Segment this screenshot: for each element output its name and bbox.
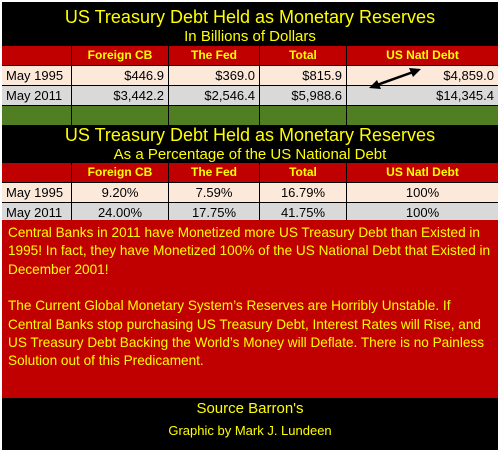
table-cell: 9.20%	[72, 183, 169, 202]
row-label: May 2011	[2, 203, 72, 222]
table-cell: $3,442.2	[72, 86, 169, 105]
table2-header-us-natl-debt: US Natl Debt	[347, 163, 498, 182]
table-cell: 17.75%	[169, 203, 260, 222]
green-cell	[72, 106, 169, 125]
table-cell: $14,345.4	[347, 86, 498, 105]
table-cell: $446.9	[72, 66, 169, 85]
author-credit: Graphic by Mark J. Lundeen	[168, 423, 332, 438]
green-cell	[169, 106, 260, 125]
infographic: US Treasury Debt Held as Monetary Reserv…	[2, 2, 498, 450]
table-cell: 7.59%	[169, 183, 260, 202]
table-row: May 2011 $3,442.2 $2,546.4 $5,988.6 $14,…	[2, 86, 498, 106]
row-label: May 1995	[2, 183, 72, 202]
table2-header-blank	[2, 163, 72, 182]
table1-subtitle: In Billions of Dollars	[184, 28, 316, 45]
table2-header-the-fed: The Fed	[169, 163, 260, 182]
table-cell: 16.79%	[260, 183, 347, 202]
table1-header-total: Total	[260, 46, 347, 65]
table1-title: US Treasury Debt Held as Monetary Reserv…	[64, 7, 436, 27]
table-cell: $4,859.0	[347, 66, 498, 85]
table-cell: 100%	[347, 183, 498, 202]
table-cell: $5,988.6	[260, 86, 347, 105]
table-cell: $369.0	[169, 66, 260, 85]
table1-header-row: Foreign CB The Fed Total US Natl Debt	[2, 46, 498, 66]
table-row: May 1995 $446.9 $369.0 $815.9 $4,859.0	[2, 66, 498, 86]
table-cell: $815.9	[260, 66, 347, 85]
table-cell: 24.00%	[72, 203, 169, 222]
table-cell: $2,546.4	[169, 86, 260, 105]
table1-header-us-natl-debt: US Natl Debt	[347, 46, 498, 65]
table1-header-foreign-cb: Foreign CB	[72, 46, 169, 65]
green-cell	[347, 106, 498, 125]
table-row: May 2011 24.00% 17.75% 41.75% 100%	[2, 203, 498, 223]
table2-title: US Treasury Debt Held as Monetary Reserv…	[64, 125, 436, 145]
table1-header-blank	[2, 46, 72, 65]
table2-header-total: Total	[260, 163, 347, 182]
green-cell	[260, 106, 347, 125]
table-row: May 1995 9.20% 7.59% 16.79% 100%	[2, 183, 498, 203]
commentary-box: Central Banks in 2011 have Monetized mor…	[2, 220, 498, 398]
double-arrow-icon	[369, 68, 421, 89]
row-label: May 1995	[2, 66, 72, 85]
table2-subtitle: As a Percentage of the US National Debt	[113, 146, 387, 163]
table-cell: 100%	[347, 203, 498, 222]
table2-header-row: Foreign CB The Fed Total US Natl Debt	[2, 163, 498, 183]
table2-header-foreign-cb: Foreign CB	[72, 163, 169, 182]
green-band	[2, 106, 498, 126]
table2: Foreign CB The Fed Total US Natl Debt Ma…	[2, 163, 498, 223]
source-credit: Source Barron's	[196, 400, 304, 417]
table1-header-the-fed: The Fed	[169, 46, 260, 65]
table-cell: 41.75%	[260, 203, 347, 222]
row-label: May 2011	[2, 86, 72, 105]
commentary-paragraph-2: The Current Global Monetary System’s Res…	[8, 298, 484, 369]
commentary-paragraph-1: Central Banks in 2011 have Monetized mor…	[8, 225, 491, 277]
green-cell	[2, 106, 72, 125]
table1: Foreign CB The Fed Total US Natl Debt Ma…	[2, 46, 498, 126]
